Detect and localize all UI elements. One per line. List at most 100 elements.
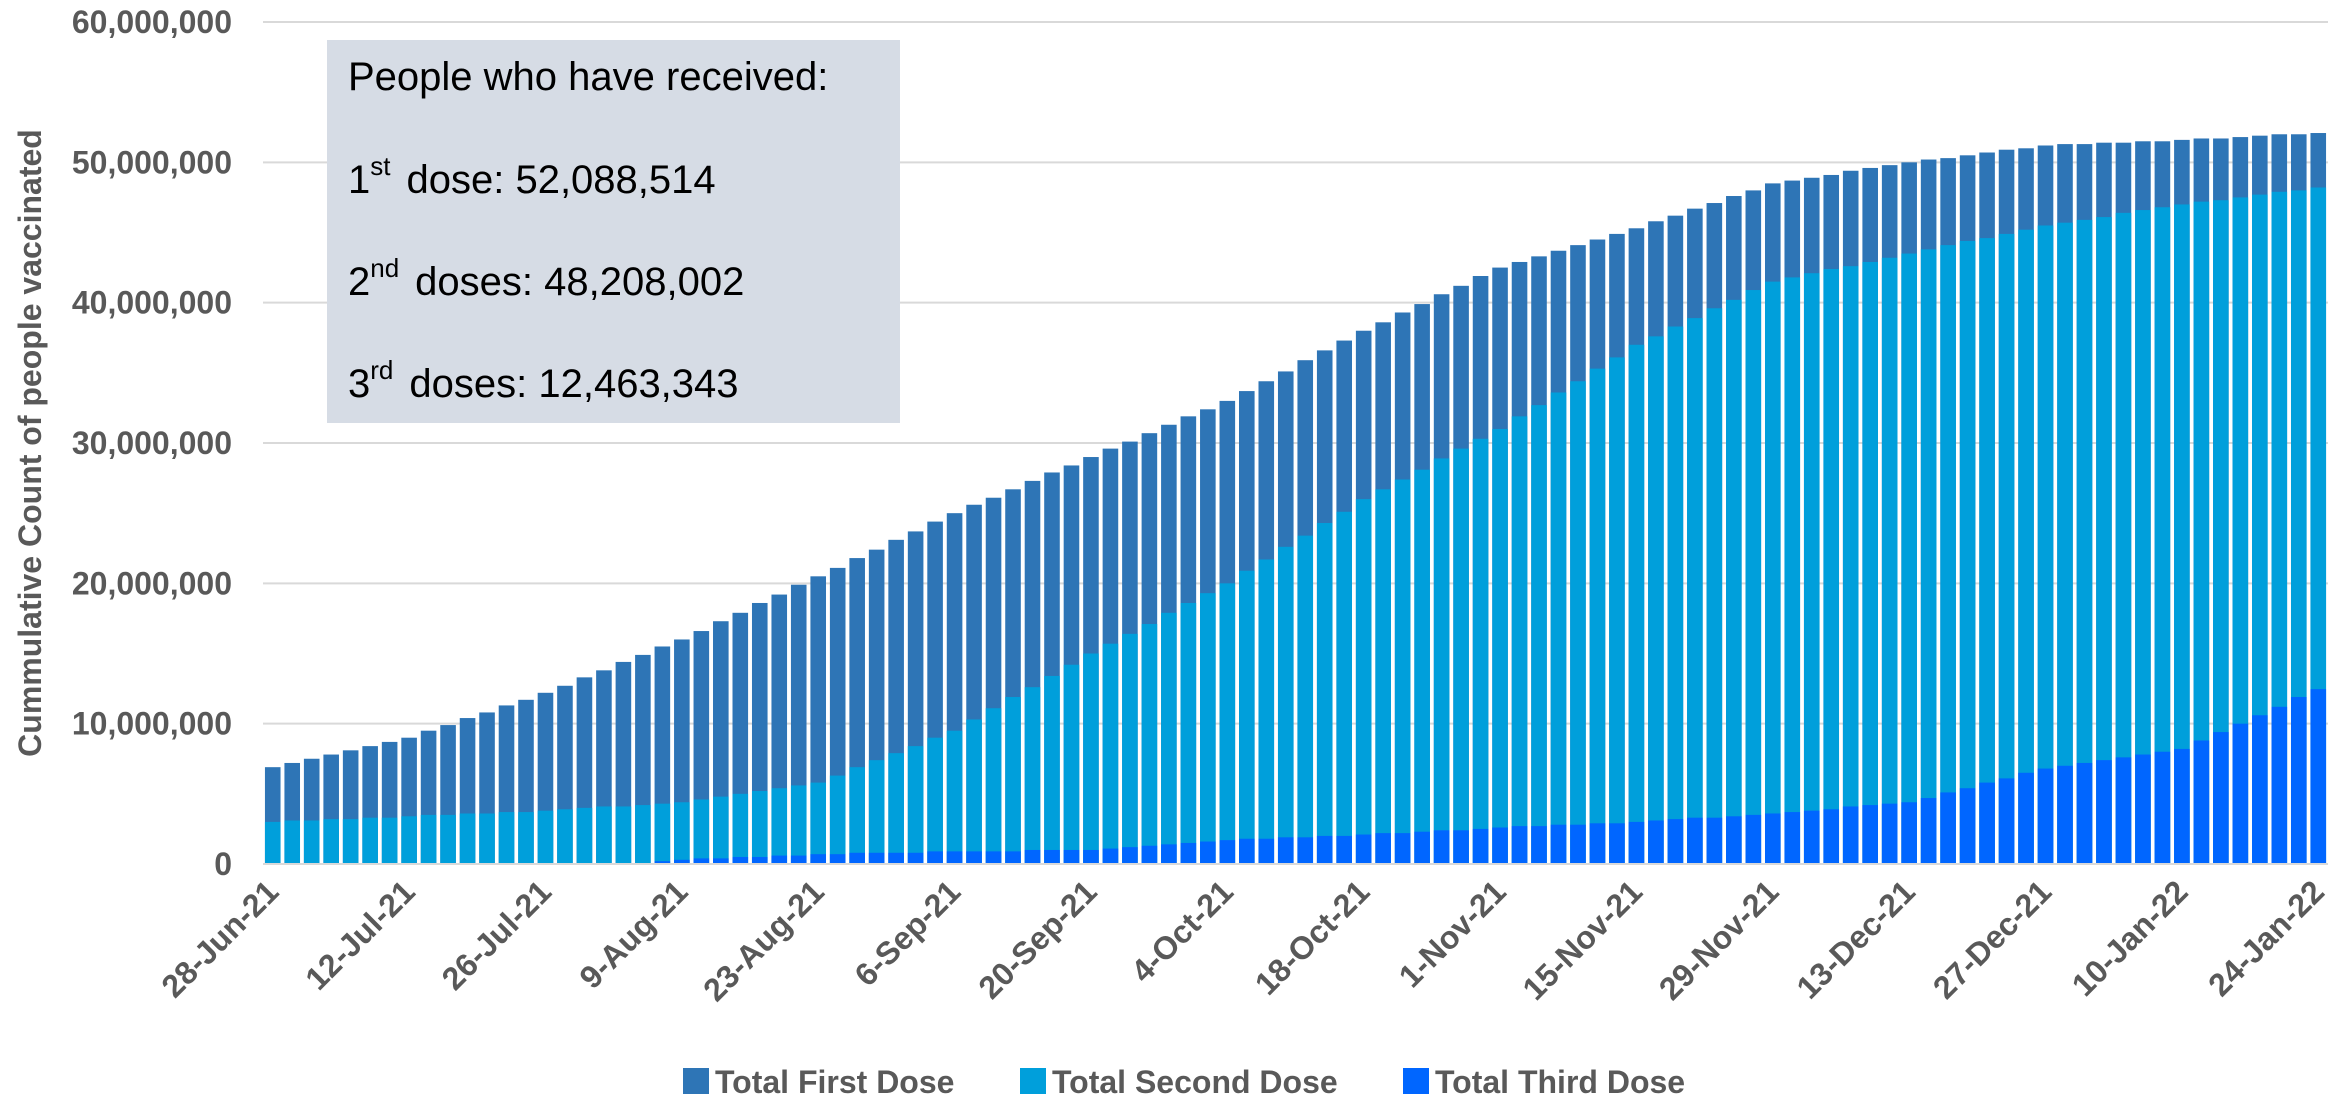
bar — [2290, 190, 2307, 864]
bar — [2115, 757, 2132, 864]
bar — [2193, 740, 2210, 864]
bar — [1180, 602, 1197, 864]
bar — [927, 851, 943, 864]
bar — [1472, 438, 1489, 864]
bar — [868, 760, 885, 864]
bar — [2252, 715, 2268, 864]
annotation-text: doses: 12,463,343 — [409, 362, 738, 406]
bar — [381, 817, 398, 864]
ordinal: 2 — [348, 260, 370, 304]
bar — [2174, 748, 2190, 864]
bar — [1550, 392, 1567, 864]
bar — [1784, 277, 1801, 864]
legend-swatch — [683, 1068, 709, 1094]
bar — [1277, 546, 1294, 864]
bar — [946, 851, 963, 864]
bar — [1667, 326, 1684, 865]
bar — [1355, 499, 1372, 864]
bar — [557, 809, 573, 864]
bar — [1531, 826, 1547, 864]
bar — [985, 851, 1002, 864]
y-tick-label: 30,000,000 — [72, 425, 232, 461]
legend-swatch — [1403, 1068, 1429, 1094]
bar — [1648, 336, 1664, 864]
bar — [459, 813, 476, 864]
bar — [751, 791, 768, 864]
bar — [1316, 522, 1333, 864]
ordinal-suffix: rd — [370, 355, 393, 385]
bar — [1979, 782, 1995, 864]
bar — [1764, 813, 1781, 864]
bar — [1141, 624, 1158, 864]
bar — [1687, 318, 1703, 864]
bar — [2213, 200, 2229, 864]
bar — [401, 816, 417, 864]
bar — [927, 737, 943, 864]
bar — [1920, 798, 1937, 864]
bar — [1258, 838, 1275, 864]
bar — [1609, 823, 1625, 864]
x-tick-label: 23-Aug-21 — [696, 873, 831, 1008]
bar — [1998, 778, 2015, 864]
bar — [907, 746, 924, 864]
bar — [654, 803, 671, 864]
bar — [1024, 849, 1041, 864]
bar — [1239, 838, 1255, 864]
bar — [1531, 405, 1547, 864]
x-tick-label: 20-Sep-21 — [971, 873, 1103, 1005]
bar — [1200, 593, 1216, 864]
bar — [2018, 229, 2034, 864]
bar — [1706, 817, 1723, 864]
bar — [1102, 643, 1119, 864]
bar — [1803, 273, 1820, 864]
bar — [2193, 201, 2210, 865]
bar — [1784, 812, 1801, 864]
bar — [1219, 840, 1236, 864]
bar — [1005, 697, 1021, 864]
bar — [1881, 803, 1898, 864]
bar — [654, 861, 671, 864]
annotation-text: dose: 52,088,514 — [406, 158, 715, 202]
bar — [1823, 809, 1840, 864]
bar — [2310, 689, 2327, 864]
bar — [1180, 842, 1197, 864]
bar — [1726, 299, 1742, 864]
bar — [810, 782, 827, 864]
bar — [849, 767, 865, 864]
bar — [1998, 233, 2015, 865]
bar — [1394, 479, 1411, 864]
bar — [1920, 249, 1937, 865]
bar — [537, 810, 554, 864]
bar — [2135, 210, 2151, 865]
bar — [985, 708, 1002, 864]
bar — [1940, 245, 1956, 864]
bar — [1453, 448, 1469, 864]
bar — [2076, 219, 2093, 864]
bar — [1005, 851, 1021, 864]
bar — [1628, 344, 1645, 864]
bar — [732, 856, 749, 864]
bar — [2057, 765, 2073, 864]
bar — [1453, 830, 1469, 864]
bar — [1667, 819, 1684, 864]
bar — [713, 796, 729, 864]
bar — [1803, 810, 1820, 864]
bar — [1297, 837, 1314, 864]
y-tick-label: 10,000,000 — [72, 706, 232, 742]
bar — [1511, 416, 1528, 864]
bar — [1881, 257, 1898, 864]
bar — [342, 819, 359, 864]
bar — [1258, 559, 1275, 864]
annotation-box — [327, 40, 900, 423]
x-tick-label: 10-Jan-22 — [2065, 873, 2195, 1003]
bar — [2271, 191, 2288, 864]
bar — [303, 820, 320, 864]
annotation-line: 2nd doses: 48,208,002 — [348, 253, 744, 304]
bar — [1063, 849, 1080, 864]
bar — [1492, 428, 1508, 864]
bar — [732, 793, 749, 864]
bar — [1375, 833, 1391, 864]
bar — [635, 805, 651, 864]
x-tick-label: 26-Jul-21 — [435, 873, 559, 997]
bar — [2115, 212, 2132, 864]
